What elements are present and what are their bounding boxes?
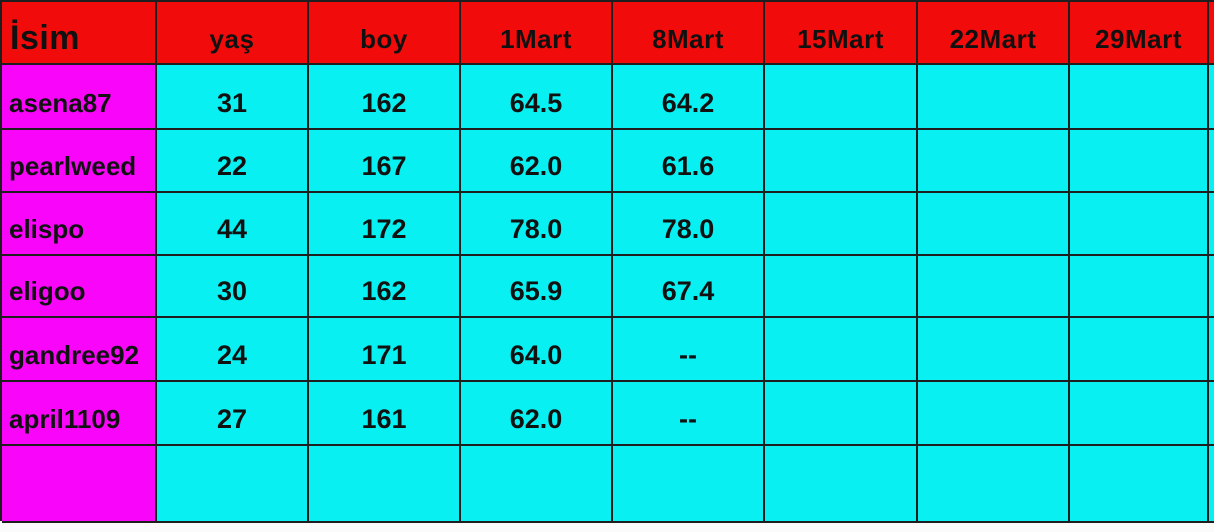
- data-cell[interactable]: 62.0: [461, 382, 613, 446]
- partial-column-header-cell: [1209, 2, 1214, 65]
- partial-column-cell: [1209, 318, 1214, 382]
- data-cell[interactable]: 61.6: [613, 130, 765, 193]
- data-cell[interactable]: 167: [309, 130, 461, 193]
- data-cell[interactable]: [918, 130, 1070, 193]
- data-cell[interactable]: 22: [157, 130, 309, 193]
- data-cell[interactable]: 64.5: [461, 65, 613, 130]
- data-cell[interactable]: [765, 193, 918, 256]
- data-cell[interactable]: [1070, 318, 1209, 382]
- data-cell[interactable]: 64.2: [613, 65, 765, 130]
- row-name-cell[interactable]: asena87: [2, 65, 157, 130]
- data-cell[interactable]: 78.0: [461, 193, 613, 256]
- column-header-29mart[interactable]: 29Mart: [1070, 2, 1209, 65]
- bottom-margin: [0, 521, 1214, 532]
- data-cell[interactable]: 31: [157, 65, 309, 130]
- row-name-cell[interactable]: gandree92: [2, 318, 157, 382]
- column-header-22mart[interactable]: 22Mart: [918, 2, 1070, 65]
- data-cell[interactable]: [918, 65, 1070, 130]
- data-cell[interactable]: 162: [309, 256, 461, 318]
- row-name-cell[interactable]: elispo: [2, 193, 157, 256]
- data-cell[interactable]: [1070, 130, 1209, 193]
- partial-column-cell: [1209, 446, 1214, 523]
- data-cell[interactable]: [765, 318, 918, 382]
- column-header-boy[interactable]: boy: [309, 2, 461, 65]
- partial-column-cell: [1209, 65, 1214, 130]
- column-header-1mart[interactable]: 1Mart: [461, 2, 613, 65]
- data-cell[interactable]: [918, 446, 1070, 523]
- data-cell[interactable]: [309, 446, 461, 523]
- data-cell[interactable]: [1070, 382, 1209, 446]
- column-header-isim[interactable]: İsim: [2, 2, 157, 65]
- data-cell[interactable]: [918, 256, 1070, 318]
- data-cell[interactable]: [461, 446, 613, 523]
- data-cell[interactable]: --: [613, 382, 765, 446]
- data-cell[interactable]: 24: [157, 318, 309, 382]
- data-cell[interactable]: 44: [157, 193, 309, 256]
- data-cell[interactable]: [918, 193, 1070, 256]
- row-name-cell[interactable]: eligoo: [2, 256, 157, 318]
- data-cell[interactable]: [613, 446, 765, 523]
- column-header-8mart[interactable]: 8Mart: [613, 2, 765, 65]
- column-header-15mart[interactable]: 15Mart: [765, 2, 918, 65]
- data-cell[interactable]: [765, 130, 918, 193]
- column-header-yas[interactable]: yaş: [157, 2, 309, 65]
- row-name-cell[interactable]: [2, 446, 157, 523]
- data-cell[interactable]: [918, 318, 1070, 382]
- data-cell[interactable]: 172: [309, 193, 461, 256]
- data-cell[interactable]: 171: [309, 318, 461, 382]
- partial-column-cell: [1209, 193, 1214, 256]
- partial-column-cell: [1209, 256, 1214, 318]
- row-name-cell[interactable]: april1109: [2, 382, 157, 446]
- data-cell[interactable]: 161: [309, 382, 461, 446]
- data-cell[interactable]: 78.0: [613, 193, 765, 256]
- data-cell[interactable]: [765, 65, 918, 130]
- data-cell[interactable]: --: [613, 318, 765, 382]
- data-cell[interactable]: [1070, 256, 1209, 318]
- data-cell[interactable]: 27: [157, 382, 309, 446]
- data-cell[interactable]: [1070, 446, 1209, 523]
- data-cell[interactable]: [765, 256, 918, 318]
- data-cell[interactable]: [765, 382, 918, 446]
- data-cell[interactable]: [918, 382, 1070, 446]
- data-cell[interactable]: 64.0: [461, 318, 613, 382]
- data-cell[interactable]: [1070, 193, 1209, 256]
- data-cell[interactable]: [157, 446, 309, 523]
- data-cell[interactable]: [1070, 65, 1209, 130]
- data-cell[interactable]: [765, 446, 918, 523]
- partial-column-cell: [1209, 382, 1214, 446]
- row-name-cell[interactable]: pearlweed: [2, 130, 157, 193]
- partial-column-cell: [1209, 130, 1214, 193]
- data-cell[interactable]: 67.4: [613, 256, 765, 318]
- data-cell[interactable]: 162: [309, 65, 461, 130]
- data-cell[interactable]: 30: [157, 256, 309, 318]
- data-cell[interactable]: 65.9: [461, 256, 613, 318]
- data-cell[interactable]: 62.0: [461, 130, 613, 193]
